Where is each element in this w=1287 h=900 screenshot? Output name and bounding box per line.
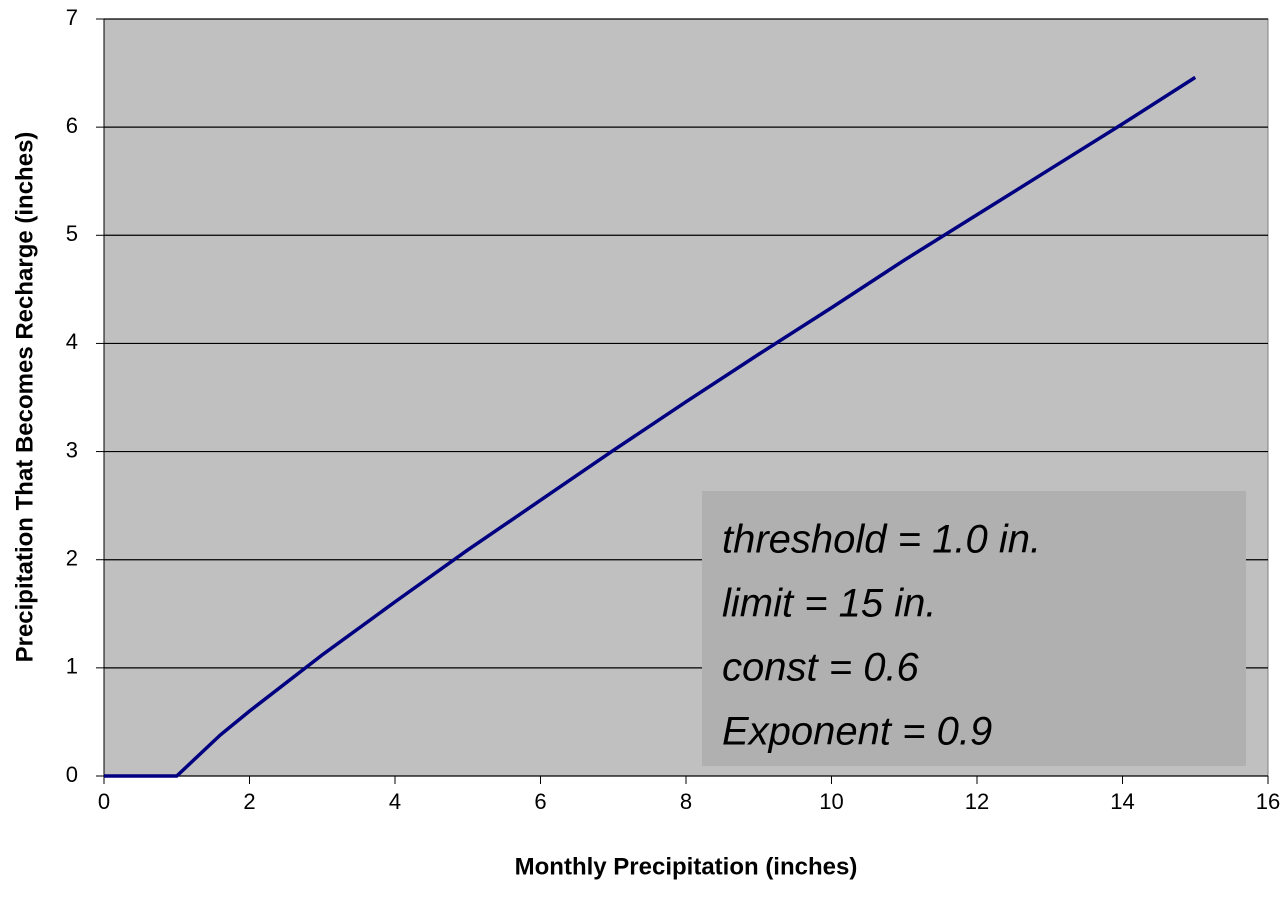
annotation-box (702, 491, 1246, 766)
x-tick-label: 0 (98, 789, 110, 814)
annotation-text: Exponent = 0.9 (722, 710, 992, 754)
y-axis-label: Precipitation That Becomes Recharge (inc… (11, 132, 38, 663)
x-tick-label: 4 (389, 789, 401, 814)
x-tick-label: 16 (1256, 789, 1280, 814)
x-tick-label: 8 (680, 789, 692, 814)
y-tick-label: 0 (66, 762, 78, 787)
y-tick-label: 2 (66, 546, 78, 571)
x-tick-label: 14 (1110, 789, 1134, 814)
y-tick-label: 5 (66, 221, 78, 246)
y-tick-label: 3 (66, 437, 78, 462)
x-tick-label: 10 (819, 789, 843, 814)
x-tick-label: 6 (534, 789, 546, 814)
data-line (104, 75, 1197, 778)
x-tick-label: 12 (965, 789, 989, 814)
y-tick-label: 1 (66, 654, 78, 679)
y-tick-label: 7 (66, 5, 78, 30)
x-axis-label: Monthly Precipitation (inches) (515, 853, 858, 880)
annotation-text: const = 0.6 (722, 646, 920, 690)
annotation-text: limit = 15 in. (722, 582, 937, 626)
y-tick-label: 6 (66, 113, 78, 138)
y-tick-label: 4 (66, 329, 78, 354)
annotation-text: threshold = 1.0 in. (722, 518, 1041, 562)
x-tick-label: 2 (243, 789, 255, 814)
